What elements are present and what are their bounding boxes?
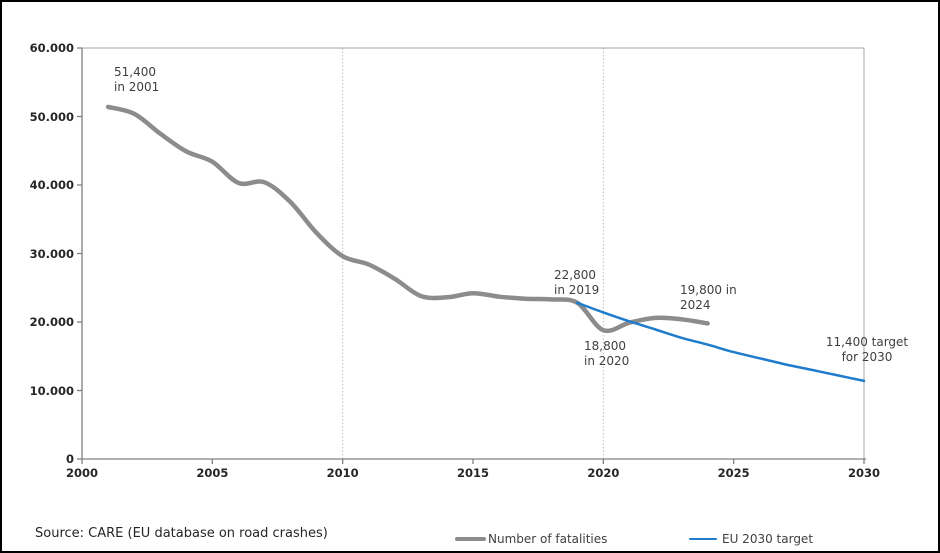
target-line	[576, 301, 866, 383]
legend-item-fatalities: Number of fatalities	[455, 531, 607, 547]
y-tick-label-50.000: 50.000	[29, 109, 74, 124]
legend-label-fatalities: Number of fatalities	[488, 532, 608, 546]
x-tick-label-2000: 2000	[65, 466, 98, 480]
x-tick-label-2030: 2030	[847, 466, 880, 480]
y-tick-label-0: 0	[65, 452, 74, 466]
y-tick-label-40.000: 40.000	[29, 178, 74, 192]
y-tick-label-10.000: 10.000	[29, 383, 74, 398]
fatalities-line-swatch-icon	[455, 537, 486, 541]
y-tick-label-60.000: 60.000	[29, 41, 74, 55]
legend-item-target: EU 2030 target	[689, 531, 813, 547]
source-text: Source: CARE (EU database on road crashe…	[35, 526, 328, 541]
annotation-fatalities-2001: 51,400 in 2001	[114, 65, 160, 94]
annotation-fatalities-2020: 18,800 in 2020	[584, 339, 630, 368]
y-tick-label-20.000: 20.000	[29, 315, 74, 329]
x-tick-label-2020: 2020	[587, 466, 620, 480]
legend-label-target: EU 2030 target	[722, 532, 814, 546]
annotation-target-2030: 11,400 target for 2030	[825, 335, 909, 364]
target-line-swatch-icon	[689, 537, 717, 541]
x-tick-label-2010: 2010	[326, 466, 359, 480]
annotation-fatalities-2019: 22,800 in 2019	[554, 268, 600, 297]
annotation-fatalities-2024: 19,800 in 2024	[680, 283, 737, 312]
x-tick-label-2015: 2015	[456, 466, 489, 480]
fatalities-line	[105, 104, 710, 334]
x-tick-label-2025: 2025	[717, 466, 750, 480]
y-tick-label-30.000: 30.000	[29, 246, 74, 261]
x-tick-label-2005: 2005	[196, 466, 229, 480]
